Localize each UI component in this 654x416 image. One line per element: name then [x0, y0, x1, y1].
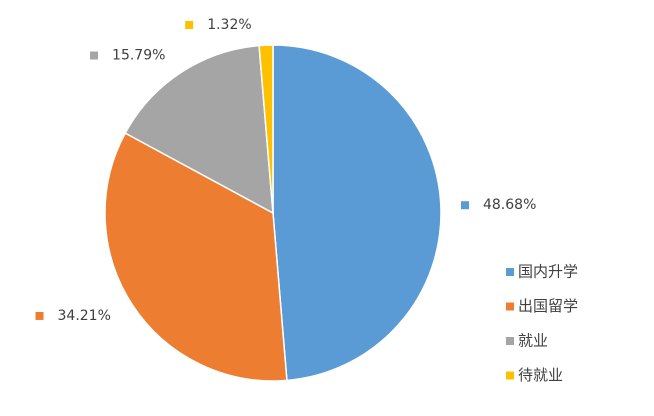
legend-label: 待就业 — [518, 366, 563, 384]
legend-label: 国内升学 — [518, 263, 578, 281]
legend-marker — [506, 371, 514, 380]
data-label: 48.68% — [483, 197, 536, 213]
label-marker — [90, 51, 99, 60]
label-marker — [185, 21, 194, 30]
legend-label: 出国留学 — [518, 297, 578, 315]
pie-slice — [104, 132, 288, 382]
pie-slice — [124, 44, 274, 215]
data-label: 1.32% — [207, 17, 251, 33]
legend-label: 就业 — [518, 332, 548, 350]
pie-slice — [272, 44, 442, 382]
legend-marker — [506, 268, 514, 276]
pie-slice — [258, 44, 274, 214]
legend-marker — [506, 302, 514, 311]
label-marker — [35, 311, 44, 320]
data-label: 34.21% — [58, 308, 111, 324]
data-label: 15.79% — [112, 48, 165, 64]
label-marker — [460, 201, 469, 210]
legend-marker — [506, 337, 514, 345]
